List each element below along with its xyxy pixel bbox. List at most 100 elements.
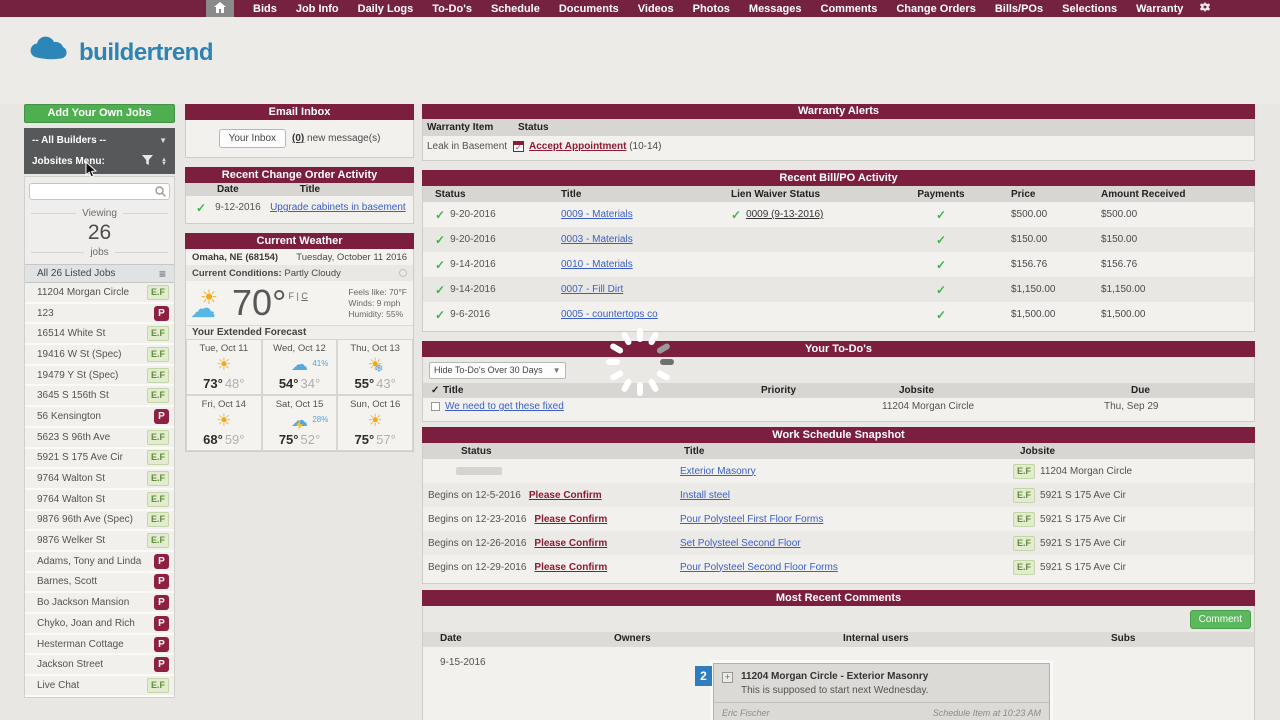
settings-button[interactable] (1199, 0, 1211, 18)
nav-item[interactable]: Selections (1062, 2, 1118, 15)
jobsites-menu[interactable]: Jobsites Menu: ▲ ▼ (24, 151, 175, 172)
jobsite-list-item[interactable]: 9764 Walton St E.F (25, 469, 174, 490)
your-inbox-button[interactable]: Your Inbox (218, 129, 287, 148)
nav-item[interactable]: Schedule (490, 2, 540, 15)
billpo-title-link[interactable]: 0009 - Materials (561, 209, 633, 220)
comment-popup: 2 + 11204 Morgan Circle - Exterior Mason… (695, 663, 1050, 720)
todos-filter-select[interactable]: Hide To-Do's Over 30 Days ▼ (429, 361, 566, 379)
change-order-link[interactable]: Upgrade cabinets in basement (270, 202, 406, 213)
jobsite-list-item[interactable]: Bo Jackson Mansion P (25, 593, 174, 614)
jobsite-list-item[interactable]: 9876 Welker St E.F (25, 531, 174, 552)
sort-icon[interactable]: ▲ ▼ (161, 156, 167, 167)
jobsite-list-item[interactable]: Adams, Tony and Linda P (25, 551, 174, 573)
billpo-price: $150.00 (1011, 234, 1048, 245)
billpo-date: 9-14-2016 (450, 284, 496, 295)
filter-icon[interactable] (142, 155, 154, 168)
todo-checkbox[interactable] (431, 402, 440, 411)
bp-col-payments: Payments (917, 188, 965, 200)
new-message-count-link[interactable]: (0) (292, 133, 305, 144)
nav-item[interactable]: Job Info (295, 2, 339, 15)
cm-col-internal: Internal users (843, 633, 909, 644)
todo-title-link[interactable]: We need to get these fixed (445, 401, 564, 412)
schedule-title-link[interactable]: Pour Polysteel Second Floor Forms (680, 561, 838, 573)
jobsite-list-item[interactable]: 3645 S 156th St E.F (25, 386, 174, 408)
all-builders-dropdown[interactable]: -- All Builders -- ▼ (24, 130, 175, 151)
jobsite-list-item[interactable]: Jackson Street P (25, 655, 174, 677)
jobsite-badge: P (154, 305, 169, 321)
jobsites-search-input[interactable] (29, 183, 170, 200)
schedule-title-link[interactable]: Exterior Masonry (680, 465, 756, 477)
lien-waiver-link[interactable]: 0009 (9-13-2016) (746, 209, 824, 220)
billpo-date: 9-20-2016 (450, 234, 496, 245)
bp-col-lien: Lien Waiver Status (731, 188, 821, 200)
warranty-panel: Warranty Item Status Leak in Basement Ac… (422, 119, 1255, 161)
viewing-unit: jobs (25, 247, 174, 258)
forecast-day: Fri, Oct 14 (201, 399, 246, 410)
billpo-rows: ✓ 9-20-2016 0009 - Materials ✓ 0009 (9-1… (423, 202, 1254, 327)
nav-item[interactable]: Daily Logs (357, 2, 414, 15)
please-confirm-link[interactable]: Please Confirm (534, 537, 608, 549)
jobsite-list-item[interactable]: 19479 Y St (Spec) E.F (25, 365, 174, 387)
jobsite-name: 3645 S 156th St (37, 390, 109, 402)
all-listed-jobs-row[interactable]: All 26 Listed Jobs ≡ (25, 264, 174, 283)
jobsite-list-item[interactable]: 5921 S 175 Ave Cir E.F (25, 448, 174, 470)
conditions-value: Partly Cloudy (284, 267, 341, 279)
expand-icon[interactable]: + (722, 672, 733, 683)
jobsite-badge: E.F (146, 491, 169, 507)
forecast-weather-icon (187, 354, 261, 376)
jobsite-badge: P (154, 615, 169, 631)
jobsite-list-item[interactable]: Live Chat E.F (25, 676, 174, 697)
jobsite-list-item[interactable]: 16514 White St E.F (25, 324, 174, 346)
nav-items: Bids Job Info Daily Logs To-Do's Schedul… (234, 3, 1183, 15)
jobsite-list-item[interactable]: Barnes, Scott P (25, 572, 174, 594)
unit-c-link[interactable]: C (301, 291, 308, 301)
jobsite-badge: E.F (1013, 487, 1036, 503)
accept-appointment-link[interactable]: Accept Appointment (529, 140, 627, 152)
jobsite-list-item[interactable]: Hesterman Cottage P (25, 634, 174, 656)
home-button[interactable] (206, 0, 234, 17)
billpo-title-link[interactable]: 0010 - Materials (561, 259, 633, 270)
add-your-own-jobs-button[interactable]: Add Your Own Jobs (24, 104, 175, 123)
jobsite-list-item[interactable]: 9764 Walton St E.F (25, 489, 174, 511)
refresh-icon[interactable] (399, 269, 407, 277)
nav-item[interactable]: Comments (820, 2, 878, 15)
jobsite-list-item[interactable]: 5623 S 96th Ave E.F (25, 427, 174, 449)
jobsite-list-item[interactable]: Chyko, Joan and Rich P (25, 614, 174, 635)
unit-separator: | (296, 291, 299, 301)
jobsite-list-item[interactable]: 123 P (25, 303, 174, 325)
schedule-row: Begins on 12-26-2016 Please Confirm Set … (423, 531, 1254, 555)
please-confirm-link[interactable]: Please Confirm (528, 489, 602, 501)
gear-icon (1199, 0, 1211, 18)
list-menu-icon[interactable]: ≡ (158, 266, 166, 281)
status-check-icon: ✓ (435, 232, 446, 247)
nav-item[interactable]: Bills/POs (994, 2, 1044, 15)
comment-button[interactable]: Comment (1189, 610, 1251, 629)
cm-col-subs: Subs (1111, 633, 1136, 644)
temp-unit-toggle[interactable]: F | C (288, 283, 307, 301)
jobsite-list-item[interactable]: 56 Kensington P (25, 407, 174, 428)
jobsite-list-item[interactable]: 9876 96th Ave (Spec) E.F (25, 510, 174, 532)
change-order-panel: Date Title ✓ 9-12-2016 Upgrade cabinets … (185, 183, 414, 224)
billpo-title-link[interactable]: 0007 - Fill Dirt (561, 284, 624, 295)
schedule-begins: Begins on 12-26-2016 (428, 537, 527, 549)
nav-item[interactable]: Change Orders (896, 2, 976, 15)
nav-item[interactable]: Videos (637, 2, 674, 15)
nav-item[interactable]: Documents (558, 2, 619, 15)
nav-item[interactable]: Bids (253, 2, 277, 15)
nav-item[interactable]: Warranty (1136, 2, 1184, 15)
schedule-title-link[interactable]: Pour Polysteel First Floor Forms (680, 513, 824, 525)
please-confirm-link[interactable]: Please Confirm (534, 513, 608, 525)
schedule-title-link[interactable]: Install steel (680, 489, 731, 501)
jobsite-list-item[interactable]: 11204 Morgan Circle E.F (25, 283, 174, 304)
schedule-title-link[interactable]: Set Polysteel Second Floor (680, 537, 801, 549)
please-confirm-link[interactable]: Please Confirm (534, 561, 608, 573)
nav-item[interactable]: Photos (692, 2, 730, 15)
main-column: Warranty Alerts Warranty Item Status Lea… (422, 104, 1255, 720)
nav-item[interactable]: To-Do's (432, 2, 472, 15)
billpo-title-link[interactable]: 0003 - Materials (561, 234, 633, 245)
billpo-title-link[interactable]: 0005 - countertops co (561, 309, 658, 320)
payment-check-icon: ✓ (935, 282, 947, 297)
nav-item[interactable]: Messages (748, 2, 802, 15)
jobsite-list-item[interactable]: 19416 W St (Spec) E.F (25, 345, 174, 366)
precip-chance: 41% (312, 359, 329, 368)
